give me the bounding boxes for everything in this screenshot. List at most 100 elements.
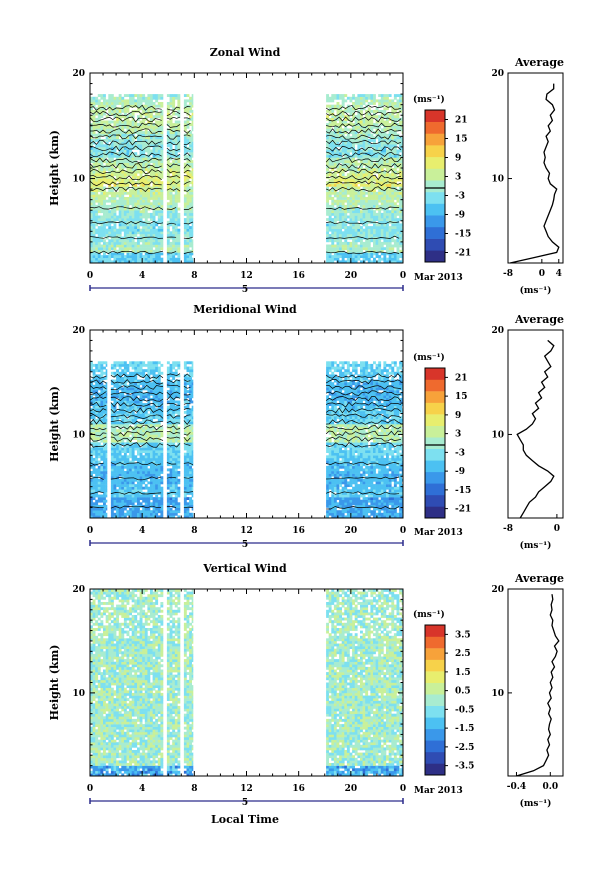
- heatmap-cell: [113, 186, 117, 190]
- heatmap-cell: [129, 405, 132, 409]
- heatmap-cell: [118, 157, 122, 161]
- heatmap-cell: [157, 202, 161, 206]
- heatmap-cell: [126, 244, 130, 248]
- heatmap-cell: [129, 123, 132, 126]
- heatmap-cell: [331, 223, 335, 227]
- heatmap-cell: [92, 183, 96, 187]
- heatmap-cell: [349, 144, 353, 148]
- heatmap-cell: [113, 96, 117, 100]
- heatmap-cell: [108, 173, 112, 177]
- heatmap-cell: [97, 228, 101, 232]
- heatmap-cell: [103, 478, 106, 482]
- heatmap-cell: [339, 255, 342, 258]
- heatmap-cell: [116, 144, 119, 148]
- heatmap-cell: [349, 223, 353, 227]
- heatmap-cell: [393, 183, 397, 187]
- heatmap-cell: [92, 241, 96, 245]
- heatmap-cell: [108, 260, 112, 264]
- heatmap-cell: [144, 244, 148, 248]
- heatmap-cell: [110, 99, 114, 103]
- heatmap-cell: [370, 94, 374, 97]
- heatmap-cell: [339, 207, 342, 211]
- heatmap-cell: [103, 128, 106, 132]
- heatmap-cell: [378, 170, 382, 174]
- heatmap-cell: [121, 183, 125, 187]
- heatmap-cell: [365, 210, 369, 214]
- heatmap-cell: [328, 139, 332, 142]
- heatmap-cell: [95, 512, 99, 516]
- heatmap-cell: [139, 223, 143, 227]
- heatmap-cell: [362, 181, 366, 185]
- heatmap-cell: [333, 136, 337, 140]
- heatmap-cell: [172, 160, 176, 163]
- heatmap-cell: [105, 413, 108, 417]
- heatmap-cell: [95, 366, 99, 370]
- heatmap-cell: [118, 442, 122, 446]
- heatmap-cell: [113, 228, 117, 232]
- heatmap-cell: [352, 186, 355, 190]
- heatmap-cell: [354, 226, 358, 229]
- heatmap-cell: [121, 421, 125, 425]
- heatmap-cell: [90, 361, 93, 365]
- heatmap-cell: [362, 223, 366, 227]
- heatmap-cell: [174, 220, 178, 224]
- heatmap-cell: [110, 178, 114, 182]
- heatmap-cell: [126, 457, 130, 461]
- heatmap-cell: [95, 447, 99, 451]
- heatmap-cell: [155, 199, 159, 203]
- heatmap-cell: [105, 223, 109, 227]
- heatmap-cell: [326, 223, 329, 227]
- heatmap-cell: [399, 136, 402, 140]
- heatmap-cell: [137, 489, 140, 493]
- heatmap-cell: [177, 144, 181, 148]
- heatmap-cell: [166, 136, 170, 140]
- heatmap-cell: [152, 234, 156, 237]
- heatmap-cell: [129, 139, 132, 142]
- heatmap-cell: [191, 165, 194, 169]
- heatmap-cell: [155, 99, 159, 103]
- heatmap-cell: [341, 115, 345, 119]
- heatmap-cell: [144, 220, 148, 224]
- heatmap-cell: [100, 397, 104, 401]
- heatmap-cell: [365, 234, 369, 237]
- heatmap-cell: [396, 199, 400, 203]
- heatmap-cell: [123, 465, 127, 469]
- heatmap-cell: [373, 231, 376, 235]
- heatmap-cell: [378, 218, 382, 221]
- heatmap-cell: [144, 162, 148, 166]
- heatmap-cell: [137, 491, 140, 495]
- heatmap-cell: [150, 173, 153, 177]
- heatmap-cell: [134, 515, 138, 519]
- heatmap-cell: [147, 241, 151, 245]
- heatmap-cell: [360, 170, 363, 174]
- heatmap-cell: [191, 123, 194, 126]
- heatmap-cell: [326, 141, 329, 145]
- heatmap-cell: [341, 212, 345, 216]
- heatmap-cell: [370, 115, 374, 119]
- heatmap-cell: [113, 486, 117, 490]
- heatmap-cell: [346, 228, 350, 232]
- heatmap-cell: [346, 107, 350, 111]
- heatmap-cell: [110, 371, 114, 375]
- heatmap-cell: [105, 191, 109, 195]
- heatmap-cell: [90, 379, 93, 383]
- heatmap-cell: [150, 128, 153, 132]
- heatmap-cell: [393, 173, 397, 177]
- heatmap-cell: [341, 109, 345, 113]
- heatmap-cell: [339, 175, 342, 179]
- heatmap-cell: [100, 244, 104, 248]
- heatmap-cell: [169, 115, 173, 119]
- heatmap-cell: [169, 255, 173, 258]
- heatmap-cell: [123, 403, 127, 406]
- heatmap-cell: [155, 109, 159, 113]
- heatmap-cell: [357, 202, 361, 206]
- heatmap-cell: [160, 220, 164, 224]
- heatmap-cell: [92, 478, 96, 482]
- heatmap-cell: [362, 204, 366, 208]
- heatmap-cell: [97, 507, 101, 511]
- heatmap-cell: [100, 115, 104, 119]
- heatmap-cell: [189, 257, 192, 261]
- heatmap-cell: [105, 218, 109, 221]
- heatmap-cell: [95, 377, 99, 380]
